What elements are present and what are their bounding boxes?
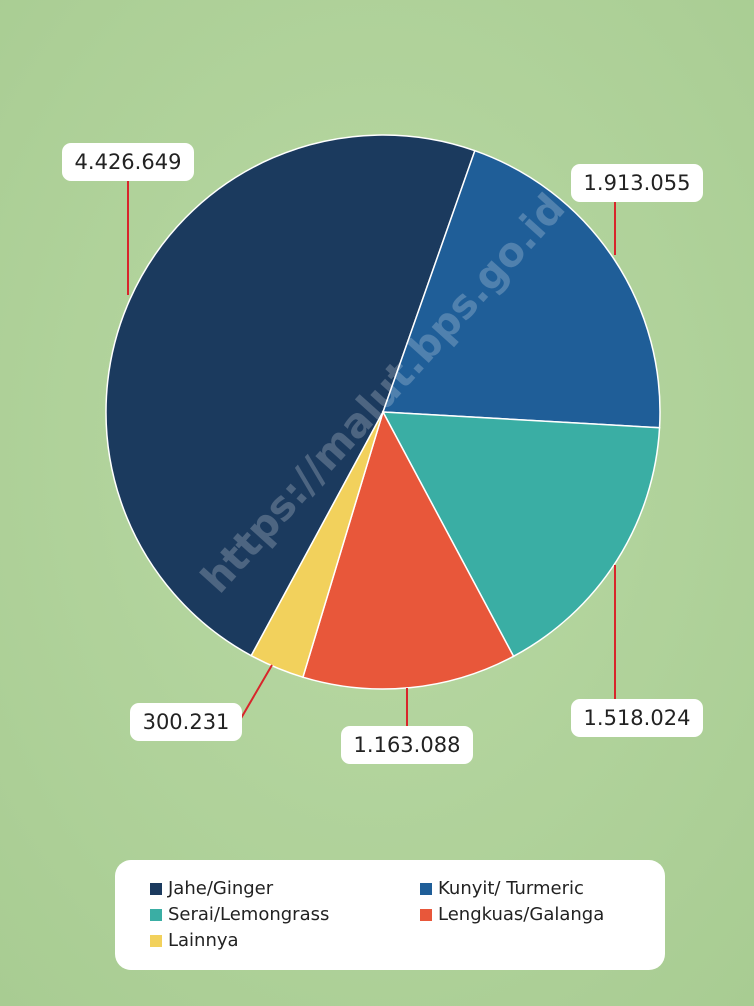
value-label: 4.426.649 bbox=[75, 150, 182, 174]
legend-label: Serai/Lemongrass bbox=[168, 904, 329, 925]
legend-label: Lainnya bbox=[168, 930, 239, 951]
legend-items: Jahe/Ginger Kunyit/ Turmeric Serai/Lemongr… bbox=[150, 878, 604, 951]
legend-swatch bbox=[150, 935, 162, 947]
legend-label: Kunyit/ Turmeric bbox=[438, 878, 584, 899]
value-label: 1.518.024 bbox=[584, 706, 691, 730]
value-label: 1.163.088 bbox=[354, 733, 461, 757]
label-box bbox=[341, 726, 473, 764]
pie-slice bbox=[381, 411, 661, 658]
pie bbox=[105, 134, 661, 690]
pie-slice bbox=[250, 411, 384, 679]
value-label: 1.913.055 bbox=[584, 171, 691, 195]
legend-swatch bbox=[420, 883, 432, 895]
label-box bbox=[571, 699, 703, 737]
legend-swatch bbox=[150, 883, 162, 895]
legend bbox=[115, 860, 665, 970]
label-box bbox=[62, 143, 194, 181]
pie-slice bbox=[105, 134, 476, 657]
legend-swatch bbox=[420, 909, 432, 921]
pie-slice bbox=[301, 410, 515, 690]
legend-label: Lengkuas/Galanga bbox=[438, 904, 604, 925]
pie-slice bbox=[381, 149, 661, 429]
leader-line bbox=[239, 664, 273, 721]
value-labels: 4.426.649 1.913.055 1.518.024 1.163.088 300.… bbox=[62, 143, 703, 764]
label-box bbox=[130, 703, 242, 741]
legend-swatch bbox=[150, 909, 162, 921]
label-box bbox=[571, 164, 703, 202]
legend-label: Jahe/Ginger bbox=[167, 878, 274, 899]
value-label: 300.231 bbox=[143, 710, 230, 734]
